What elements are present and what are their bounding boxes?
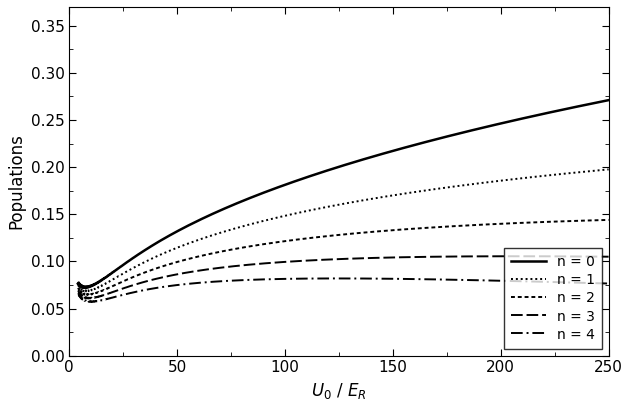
n = 2: [135, 273, 142, 277]
n = 0: [135, 252, 142, 257]
n = 3: [278, 259, 285, 264]
n = 0: [166, 233, 174, 237]
Line: n = 4: n = 4: [78, 278, 609, 302]
n = 0: [74, 281, 82, 286]
Y-axis label: Populations: Populations: [7, 133, 25, 229]
n = 4: [605, 281, 612, 286]
n = 0: [278, 184, 285, 188]
n = 4: [301, 276, 308, 281]
n = 1: [605, 167, 612, 172]
n = 2: [166, 262, 174, 266]
n = 4: [595, 281, 602, 286]
n = 2: [537, 220, 545, 224]
n = 0: [537, 112, 545, 117]
n = 1: [83, 289, 91, 294]
n = 4: [135, 289, 142, 294]
n = 0: [301, 175, 308, 180]
n = 4: [278, 277, 285, 282]
n = 3: [512, 254, 520, 259]
n = 2: [595, 218, 602, 223]
Line: n = 3: n = 3: [78, 256, 609, 299]
n = 4: [74, 292, 82, 297]
n = 1: [278, 214, 285, 219]
n = 2: [605, 217, 612, 222]
Line: n = 2: n = 2: [78, 220, 609, 295]
n = 3: [301, 258, 308, 263]
n = 4: [334, 276, 341, 281]
n = 2: [74, 287, 82, 292]
n = 2: [278, 239, 285, 244]
Line: n = 0: n = 0: [78, 100, 609, 288]
n = 2: [301, 236, 308, 241]
n = 1: [595, 168, 602, 173]
n = 0: [595, 100, 602, 105]
n = 4: [166, 284, 174, 288]
n = 3: [166, 273, 174, 278]
n = 4: [537, 279, 545, 284]
n = 2: [83, 293, 91, 297]
n = 1: [135, 263, 142, 268]
n = 1: [166, 248, 174, 253]
n = 0: [605, 98, 612, 102]
n = 4: [88, 299, 96, 304]
n = 3: [85, 296, 93, 301]
Line: n = 1: n = 1: [78, 169, 609, 291]
n = 3: [537, 254, 545, 259]
Legend: n = 0, n = 1, n = 2, n = 3, n = 4: n = 0, n = 1, n = 2, n = 3, n = 4: [504, 248, 602, 349]
n = 3: [135, 281, 142, 286]
n = 3: [605, 254, 612, 259]
X-axis label: $U_0\ /\ E_R$: $U_0\ /\ E_R$: [311, 381, 367, 401]
n = 1: [74, 284, 82, 289]
n = 0: [81, 285, 88, 290]
n = 3: [74, 289, 82, 294]
n = 1: [301, 209, 308, 214]
n = 3: [595, 254, 602, 259]
n = 1: [537, 174, 545, 179]
